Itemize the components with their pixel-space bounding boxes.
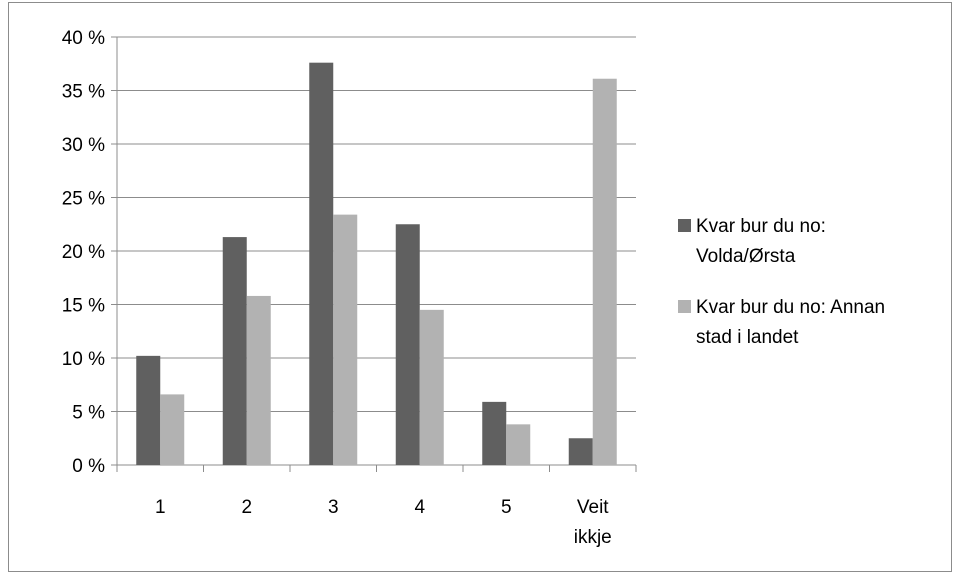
bar-series-1 [136, 355, 161, 465]
y-tick-label: 0 % [72, 456, 105, 477]
y-tick-labels: 0 % 5 % 10 % 15 % 20 % 25 % 30 % 35 % 40 % [62, 28, 105, 477]
y-tick-label: 40 % [62, 28, 105, 49]
bar-series-2 [506, 424, 531, 465]
bar-series-1 [482, 401, 507, 465]
bar-series-1 [568, 438, 593, 465]
y-tick-label: 5 % [72, 403, 105, 424]
x-tick-label: 2 [241, 497, 252, 518]
legend-label: Kvar bur du no: Annan stad i landet [696, 297, 885, 348]
y-tick-label: 10 % [62, 349, 105, 370]
bar-series-2 [160, 394, 185, 465]
y-tick-label: 20 % [62, 242, 105, 263]
x-tick-label: 4 [414, 497, 425, 518]
x-tick-label: ikkje [574, 527, 612, 548]
axes [116, 37, 636, 466]
bar-series-2 [592, 78, 617, 465]
bar-series-2 [246, 295, 271, 465]
bar-series-2 [419, 309, 444, 465]
x-tick-label: 1 [155, 497, 166, 518]
legend-label: Kvar bur du no: Volda/Ørsta [696, 216, 826, 267]
chart-frame [8, 2, 952, 572]
y-tick-label: 25 % [62, 189, 105, 210]
legend-swatch [678, 219, 691, 232]
bar-series-1 [309, 62, 334, 466]
bar-series-1 [222, 237, 247, 465]
grid-lines [111, 36, 637, 472]
bars [136, 62, 617, 466]
legend-swatch [678, 300, 691, 313]
y-tick-label: 35 % [62, 82, 105, 103]
legend: Kvar bur du no: Volda/Ørsta Kvar bur du no… [678, 216, 885, 348]
y-tick-label: 15 % [62, 296, 105, 317]
x-tick-labels: 1 2 3 4 5 Veit ikkje [155, 497, 612, 548]
x-tick-label: 3 [328, 497, 339, 518]
x-tick-label: Veit [577, 497, 609, 518]
bar-series-2 [333, 214, 358, 465]
bar-series-1 [395, 224, 420, 465]
x-tick-label: 5 [501, 497, 512, 518]
y-tick-label: 30 % [62, 135, 105, 156]
